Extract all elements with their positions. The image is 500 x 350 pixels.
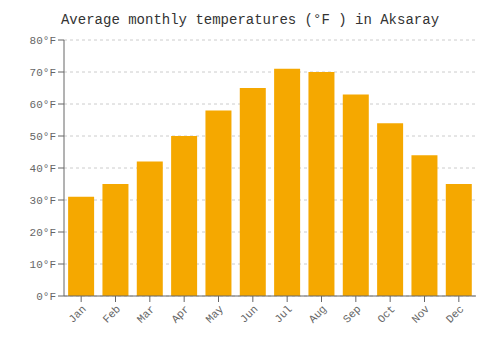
svg-text:20°F: 20°F xyxy=(30,227,56,239)
svg-text:0°F: 0°F xyxy=(36,291,56,303)
svg-text:10°F: 10°F xyxy=(30,259,56,271)
svg-text:Feb: Feb xyxy=(101,303,123,325)
svg-text:Sep: Sep xyxy=(341,303,363,325)
svg-text:Jan: Jan xyxy=(66,303,88,325)
svg-text:Aug: Aug xyxy=(307,303,329,325)
html-text:Average monthly temperatures (: Average monthly temperatures (°F ) in Ak… xyxy=(61,12,439,28)
svg-text:80°F: 80°F xyxy=(30,35,56,47)
svg-text:50°F: 50°F xyxy=(30,131,56,143)
svg-text:Jul: Jul xyxy=(272,303,294,325)
svg-text:70°F: 70°F xyxy=(30,67,56,79)
svg-text:Nov: Nov xyxy=(410,303,433,326)
svg-text:Mar: Mar xyxy=(135,303,157,325)
svg-text:Jun: Jun xyxy=(238,303,260,325)
svg-text:Oct: Oct xyxy=(375,303,397,325)
svg-text:30°F: 30°F xyxy=(30,195,56,207)
svg-text:Apr: Apr xyxy=(169,303,191,325)
svg-text:60°F: 60°F xyxy=(30,99,56,111)
svg-text:Dec: Dec xyxy=(444,303,466,325)
svg-text:May: May xyxy=(204,303,227,326)
svg-text:40°F: 40°F xyxy=(30,163,56,175)
